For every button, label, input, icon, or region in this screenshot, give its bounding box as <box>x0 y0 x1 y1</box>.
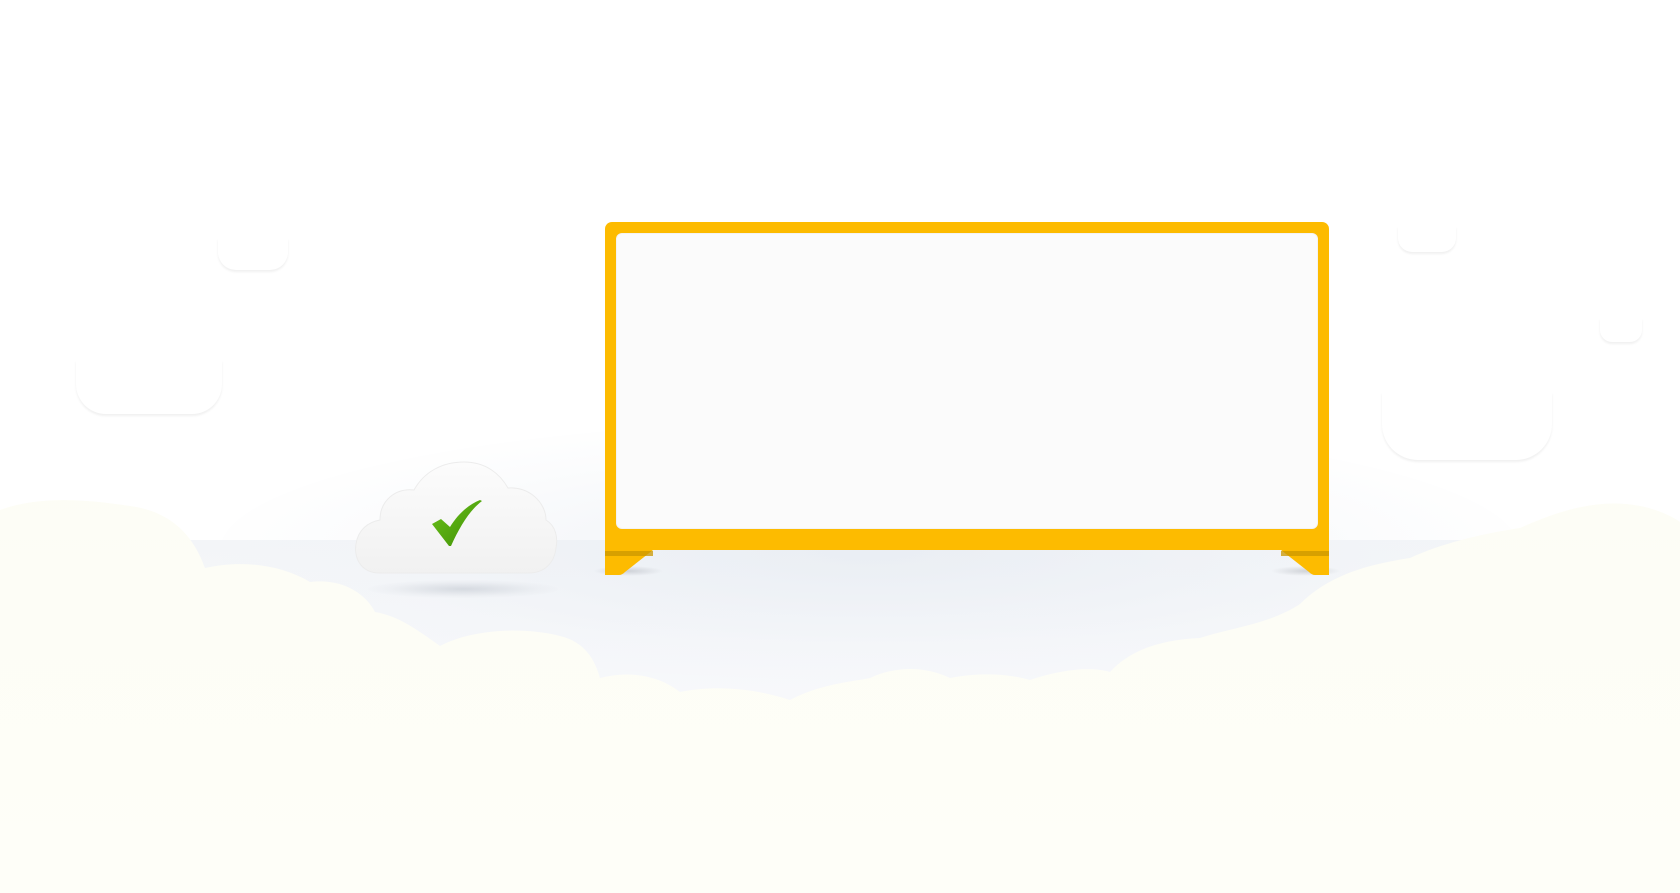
billboard-legs <box>605 550 1329 575</box>
background-cloud <box>76 360 222 414</box>
foreground-fog <box>0 500 1680 893</box>
background-cloud <box>218 238 288 270</box>
background-cloud <box>1382 392 1552 460</box>
billboard-leg-shadow <box>593 566 663 576</box>
billboard <box>593 222 1341 576</box>
status-cloud-shadow <box>368 580 558 598</box>
checkmark-icon <box>432 500 482 546</box>
cloud-icon <box>355 461 558 574</box>
status-cloud <box>350 458 560 588</box>
background-cloud <box>1600 318 1642 342</box>
background-cloud <box>1398 226 1456 252</box>
billboard-screen <box>616 233 1318 529</box>
billboard-leg-shadow <box>1271 566 1341 576</box>
